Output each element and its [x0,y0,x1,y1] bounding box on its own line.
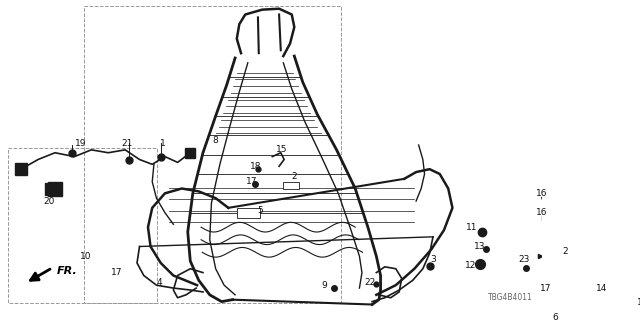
Text: 12: 12 [465,261,477,270]
Text: 1: 1 [161,139,166,148]
Text: 3: 3 [430,255,436,264]
Text: 15: 15 [276,145,287,154]
Text: 17: 17 [246,177,258,186]
Text: 6: 6 [552,313,557,320]
Text: 9: 9 [321,281,327,290]
Text: 18: 18 [250,162,261,171]
Text: 21: 21 [121,139,132,148]
Bar [8,148,157,303]
Text: 14: 14 [596,284,608,292]
Text: 20: 20 [44,196,55,205]
Text: 17: 17 [540,284,551,292]
Text: TBG4B4011: TBG4B4011 [488,292,532,302]
Text: 16: 16 [536,208,547,217]
Bar [599,292,624,308]
Text: 13: 13 [474,242,485,251]
Bar [284,182,298,189]
Text: 2: 2 [562,247,568,256]
Text: 18: 18 [637,298,640,307]
Text: FR.: FR. [57,266,77,276]
Text: 17: 17 [111,268,122,277]
Bar [566,169,605,227]
Text: 2: 2 [291,172,297,181]
Text: 16: 16 [536,189,547,198]
Text: 8: 8 [212,136,218,145]
Text: 5: 5 [258,206,263,215]
Bar [556,300,584,313]
Text: 22: 22 [365,278,376,287]
Text: 4: 4 [156,278,162,287]
Text: 23: 23 [518,255,530,264]
Text: 10: 10 [79,252,91,261]
Bar [237,208,260,218]
Text: 11: 11 [466,223,477,232]
Text: 19: 19 [75,139,86,148]
Bar [84,6,341,303]
